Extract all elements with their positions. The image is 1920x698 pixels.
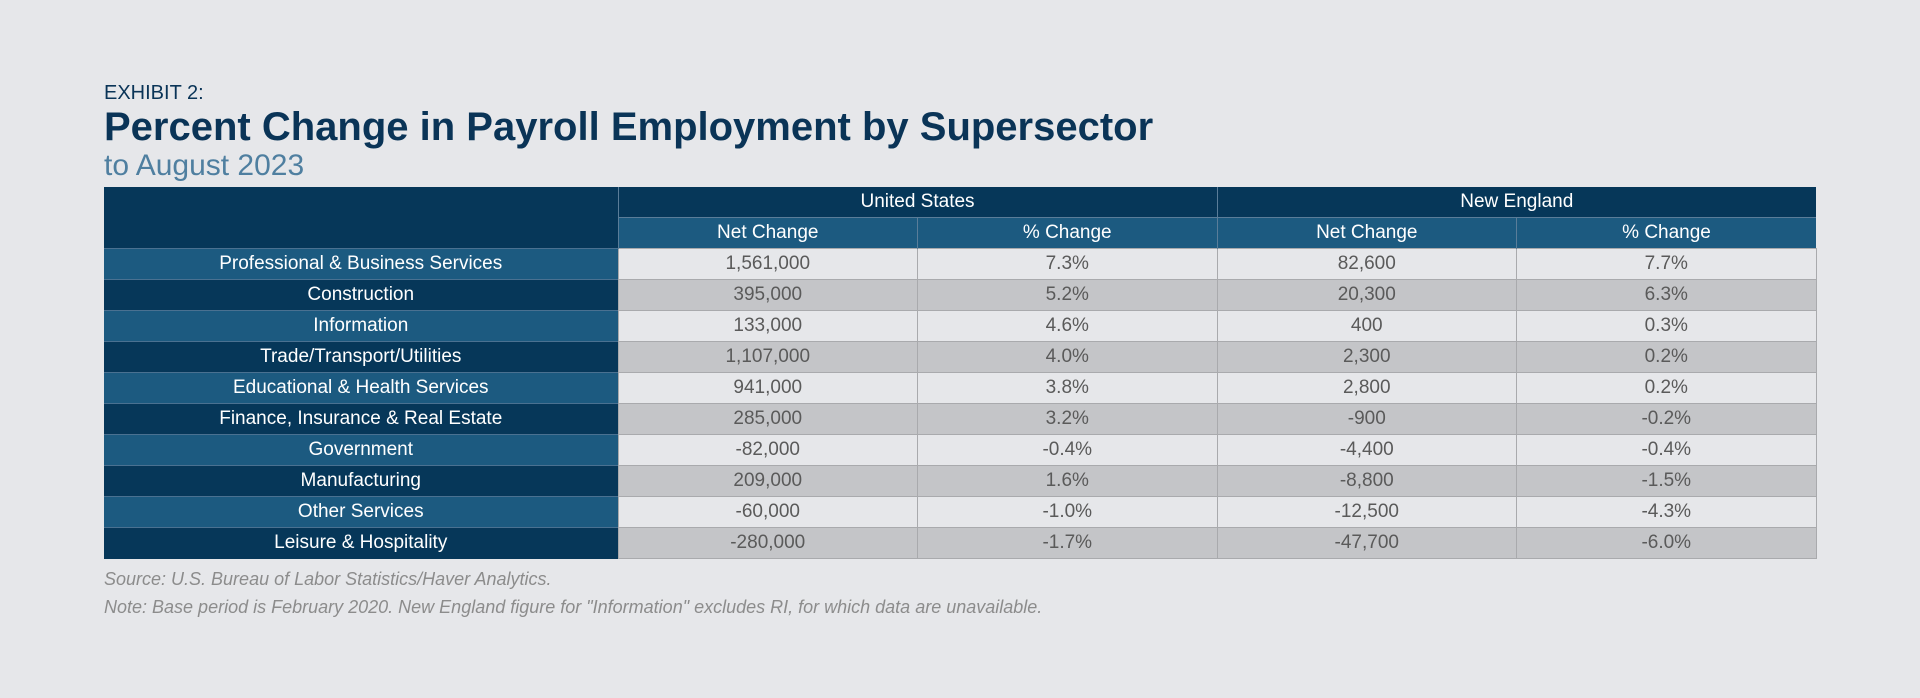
row-label-cell: Educational & Health Services [104,372,618,404]
row-label-cell: Finance, Insurance & Real Estate [104,403,618,435]
group-header-united-states: United States [618,187,1218,218]
exhibit-label: EXHIBIT 2: [104,82,204,104]
ne-net-change-cell: 400 [1216,310,1518,342]
ne-net-change-cell: 2,800 [1216,372,1518,404]
row-label-cell: Trade/Transport/Utilities [104,341,618,373]
exhibit: EXHIBIT 2: Percent Change in Payroll Emp… [104,81,1817,621]
employment-table: United States New England Net Change % C… [104,187,1817,559]
row-label-cell: Government [104,434,618,466]
table-row: Information 133,000 4.6% 400 0.3% [104,310,1817,342]
us-net-change-cell: -60,000 [617,496,918,528]
us-net-change-cell: 1,107,000 [617,341,918,373]
base-period-note: Note: Base period is February 2020. New … [104,597,1043,617]
ne-net-change-cell: -4,400 [1216,434,1518,466]
us-net-change-cell: 133,000 [617,310,918,342]
us-pct-change-cell: 7.3% [917,248,1218,280]
column-header-us-net-change: Net Change [618,217,918,249]
source-note: Source: U.S. Bureau of Labor Statistics/… [104,569,552,589]
corner-header-cell [104,187,619,249]
row-label-cell: Information [104,310,618,342]
us-pct-change-cell: -1.7% [917,527,1218,559]
column-header-row: Net Change % Change Net Change % Change [104,217,1817,249]
us-pct-change-cell: -1.0% [917,496,1218,528]
chart-title: Percent Change in Payroll Employment by … [104,105,1154,149]
table-row: Government -82,000 -0.4% -4,400 -0.4% [104,434,1817,466]
us-net-change-cell: -280,000 [617,527,918,559]
ne-pct-change-cell: -0.4% [1516,434,1817,466]
ne-pct-change-cell: -6.0% [1516,527,1817,559]
row-label-cell: Construction [104,279,618,311]
table-row: Construction 395,000 5.2% 20,300 6.3% [104,279,1817,311]
table-row: Manufacturing 209,000 1.6% -8,800 -1.5% [104,465,1817,497]
us-net-change-cell: 285,000 [617,403,918,435]
us-pct-change-cell: 5.2% [917,279,1218,311]
us-pct-change-cell: -0.4% [917,434,1218,466]
column-header-ne-net-change: Net Change [1217,217,1518,249]
row-label-cell: Other Services [104,496,618,528]
table-row: Trade/Transport/Utilities 1,107,000 4.0% 2,… [104,341,1817,373]
ne-pct-change-cell: 0.2% [1516,372,1817,404]
ne-net-change-cell: 82,600 [1216,248,1518,280]
ne-pct-change-cell: 7.7% [1516,248,1817,280]
table-row: Leisure & Hospitality -280,000 -1.7% -47,70… [104,527,1817,559]
us-pct-change-cell: 1.6% [917,465,1218,497]
table-row: Educational & Health Services 941,000 3.8%… [104,372,1817,404]
chart-subtitle: to August 2023 [104,149,305,182]
column-header-us-pct-change: % Change [917,217,1218,249]
us-net-change-cell: 395,000 [617,279,918,311]
us-pct-change-cell: 3.2% [917,403,1218,435]
us-net-change-cell: 1,561,000 [617,248,918,280]
table-row: Other Services -60,000 -1.0% -12,500 -4.3% [104,496,1817,528]
ne-net-change-cell: 20,300 [1216,279,1518,311]
table-body: Professional & Business Services 1,561,00… [104,248,1817,559]
footer-notes: Source: U.S. Bureau of Labor Statistics/… [104,565,1816,621]
column-header-ne-pct-change: % Change [1516,217,1817,249]
us-net-change-cell: 941,000 [617,372,918,404]
ne-net-change-cell: 2,300 [1216,341,1518,373]
us-net-change-cell: -82,000 [617,434,918,466]
us-pct-change-cell: 3.8% [917,372,1218,404]
ne-pct-change-cell: -4.3% [1516,496,1817,528]
ne-net-change-cell: -900 [1216,403,1518,435]
table-row: Finance, Insurance & Real Estate 285,000 3… [104,403,1817,435]
row-label-cell: Manufacturing [104,465,618,497]
group-header-new-england: New England [1217,187,1817,218]
ne-net-change-cell: -47,700 [1216,527,1518,559]
ne-pct-change-cell: 0.2% [1516,341,1817,373]
group-header-row: United States New England [104,187,1817,249]
ne-pct-change-cell: -0.2% [1516,403,1817,435]
us-pct-change-cell: 4.6% [917,310,1218,342]
ne-pct-change-cell: 0.3% [1516,310,1817,342]
ne-pct-change-cell: -1.5% [1516,465,1817,497]
ne-net-change-cell: -12,500 [1216,496,1518,528]
ne-net-change-cell: -8,800 [1216,465,1518,497]
us-net-change-cell: 209,000 [617,465,918,497]
row-label-cell: Professional & Business Services [104,248,618,280]
us-pct-change-cell: 4.0% [917,341,1218,373]
ne-pct-change-cell: 6.3% [1516,279,1817,311]
row-label-cell: Leisure & Hospitality [104,527,618,559]
table-row: Professional & Business Services 1,561,00… [104,248,1817,280]
